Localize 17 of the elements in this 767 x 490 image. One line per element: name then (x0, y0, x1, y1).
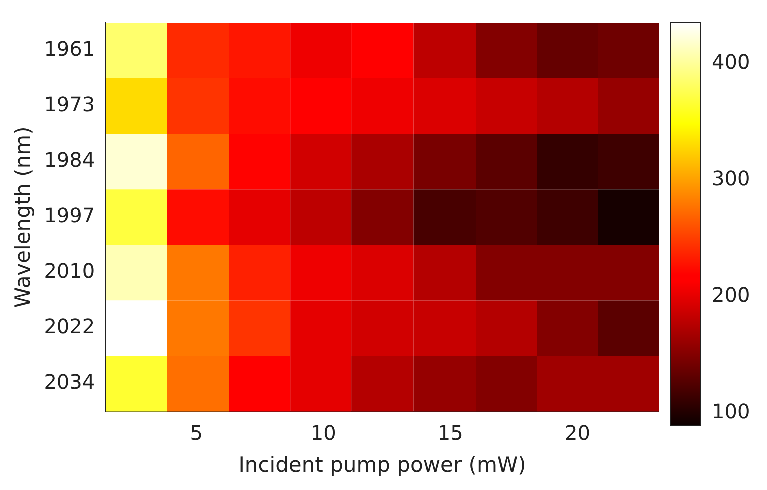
y-tick-label: 1961 (44, 36, 96, 61)
y-tick-label: 1973 (44, 92, 96, 117)
y-axis-title: Wavelength (nm) (11, 126, 36, 308)
y-tick-label: 1984 (44, 148, 96, 172)
x-tick-label: 5 (190, 421, 203, 446)
color-bar-label: 400 (712, 50, 750, 74)
y-tick-label: 2034 (44, 370, 96, 394)
y-tick-label: 2010 (44, 259, 96, 284)
x-axis-title: Incident pump power (mW) (238, 452, 526, 477)
x-tick-label: 15 (438, 421, 464, 446)
y-tick-label: 1997 (44, 204, 96, 228)
color-bar-label: 100 (712, 399, 750, 424)
x-tick-label: 10 (310, 421, 336, 446)
x-tick-label: 20 (564, 421, 590, 446)
color-bar-label: 200 (712, 282, 750, 307)
color-bar-label: 300 (712, 166, 750, 190)
y-tick-label: 2022 (44, 314, 96, 339)
